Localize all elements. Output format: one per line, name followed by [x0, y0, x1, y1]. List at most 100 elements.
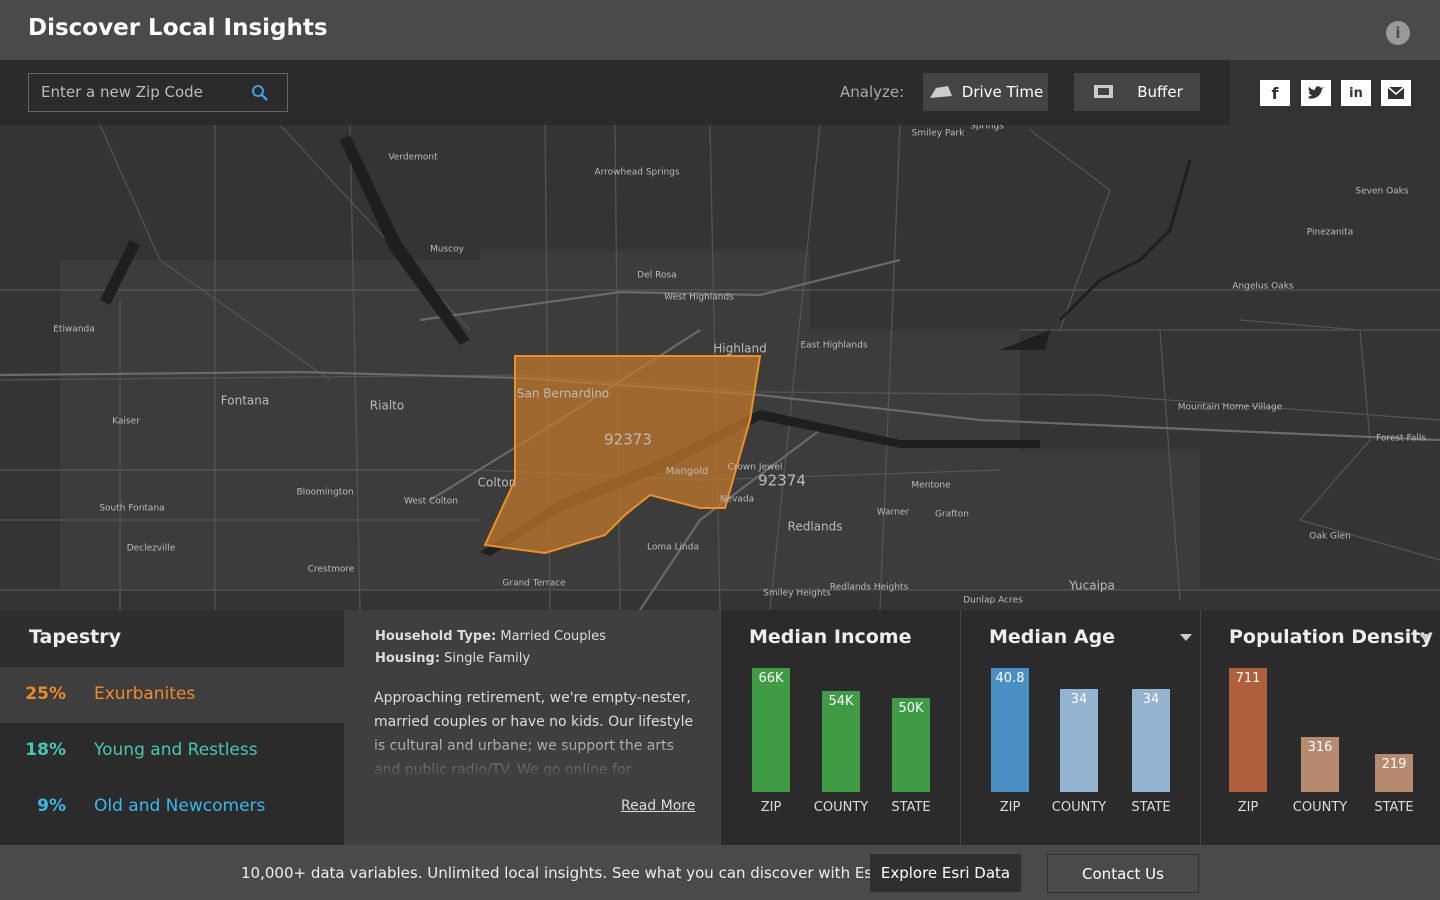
drive-time-button[interactable]: Drive Time: [923, 73, 1048, 111]
linkedin-share[interactable]: in: [1341, 80, 1371, 106]
contact-button[interactable]: Contact Us: [1047, 854, 1199, 893]
place-label: Kaiser: [112, 417, 140, 427]
segment-name: Exurbanites: [94, 684, 196, 704]
category-label: COUNTY: [1292, 800, 1348, 815]
place-label: Declezville: [127, 544, 176, 554]
bar: [991, 668, 1029, 792]
chart-panel: Median Age 40.8 ZIP 34 COUNTY 34 STATE: [960, 610, 1200, 845]
place-label: Loma Linda: [647, 543, 699, 553]
profile-panel: Household Type: Married Couples Housing:…: [344, 610, 720, 845]
place-label: Seven Oaks: [1355, 187, 1408, 197]
category-label: ZIP: [999, 800, 1021, 815]
map[interactable]: Verdemont Arrowhead Springs Muscoy Del Rosa…: [0, 125, 1440, 610]
place-label: Muscoy: [430, 245, 465, 255]
place-label: Etiwanda: [53, 325, 95, 335]
tapestry-row[interactable]: 9% Old and Newcomers: [0, 779, 344, 835]
place-label: Yucaipa: [1068, 579, 1115, 593]
bar: [1229, 668, 1267, 792]
chart-title: Median Age: [989, 626, 1116, 648]
explore-button[interactable]: Explore Esri Data: [870, 854, 1021, 892]
fact-label: Housing:: [375, 651, 441, 666]
tapestry-title: Tapestry: [29, 626, 121, 648]
twitter-share[interactable]: [1301, 80, 1331, 106]
profile-facts: Household Type: Married Couples Housing:…: [375, 626, 606, 670]
place-label: Rialto: [370, 399, 404, 413]
value-label: 66K: [758, 671, 784, 686]
place-label: 92374: [758, 472, 806, 490]
info-button[interactable]: i: [1386, 21, 1410, 45]
search-placeholder: Enter a new Zip Code: [41, 83, 203, 101]
twitter-icon: [1308, 86, 1324, 99]
chart-title: Median Income: [749, 626, 912, 648]
place-label: Bloomington: [296, 488, 353, 498]
roads: [0, 125, 1440, 610]
place-label: Smiley Park: [912, 129, 965, 139]
place-label: Redlands Heights: [830, 583, 909, 593]
value-label: 40.8: [995, 671, 1025, 686]
chart-panel: Population Density 711 ZIP 316 COUNTY 219 STAT…: [1200, 610, 1440, 845]
fact-value: Single Family: [444, 651, 531, 666]
bar: [1375, 753, 1413, 792]
place-label: Colton: [478, 476, 517, 490]
segment-share: 25%: [25, 684, 66, 704]
category-label: STATE: [1374, 800, 1414, 815]
place-label: Del Rosa: [637, 271, 676, 281]
place-labels: Verdemont Arrowhead Springs Muscoy Del Rosa…: [53, 125, 1426, 606]
zip-boundary[interactable]: [483, 355, 762, 555]
footer: 10,000+ data variables. Unlimited local …: [0, 845, 1440, 900]
place-label: Highland: [713, 342, 767, 356]
place-label: Arrowhead Springs: [594, 168, 679, 178]
button-label: Buffer: [1137, 83, 1183, 101]
place-label: Pinezanita: [1307, 228, 1353, 238]
value-label: 34: [1070, 691, 1088, 707]
tapestry-header: [0, 610, 344, 667]
place-label: West Colton: [404, 497, 458, 507]
toolbar: Enter a new Zip Code Analyze: Drive Time…: [0, 60, 1230, 125]
place-label: Oak Glen: [1309, 532, 1350, 542]
dropdown-arrow[interactable]: [1419, 634, 1431, 641]
tapestry-row[interactable]: 25% Exurbanites: [0, 667, 344, 723]
bar: [892, 698, 930, 792]
place-label: Fontana: [221, 394, 269, 408]
place-label: South Fontana: [99, 504, 164, 514]
segment-share: 9%: [37, 796, 66, 816]
dropdown-arrow[interactable]: [1180, 634, 1192, 641]
analyze-label: Analyze:: [840, 83, 905, 101]
read-more-link[interactable]: Read More: [621, 798, 696, 814]
category-label: ZIP: [760, 800, 782, 815]
place-label: Smiley Heights: [763, 589, 831, 599]
segment-share: 18%: [25, 740, 66, 760]
email-share[interactable]: [1381, 80, 1411, 106]
tapestry-row[interactable]: 18% Young and Restless: [0, 723, 344, 779]
bar: [1060, 688, 1098, 792]
zip-search[interactable]: Enter a new Zip Code: [28, 73, 288, 112]
value-label: 34: [1142, 691, 1160, 707]
place-label: Mangold: [666, 466, 709, 477]
header: Discover Local Insights i: [0, 0, 1440, 60]
fact-label: Household Type:: [375, 629, 497, 644]
bar: [822, 690, 860, 792]
buffer-icon: [1094, 85, 1114, 98]
place-label: Dunlap Acres: [963, 596, 1023, 606]
bar: [752, 668, 790, 792]
place-label: Grand Terrace: [502, 579, 566, 589]
value-label: 711: [1235, 671, 1261, 686]
category-label: STATE: [891, 800, 931, 815]
value-label: 54K: [828, 693, 854, 709]
place-label: Mentone: [911, 481, 951, 491]
segment-name: Old and Newcomers: [94, 796, 266, 816]
facebook-share[interactable]: f: [1260, 80, 1290, 106]
search-icon: [252, 85, 268, 101]
segment-name: Young and Restless: [94, 740, 258, 760]
water-features: [100, 135, 1050, 556]
category-label: COUNTY: [1051, 800, 1107, 815]
place-label: Springs: [970, 125, 1004, 132]
place-label: Crestmore: [308, 565, 355, 575]
value-label: 316: [1307, 739, 1333, 755]
text-fade: [344, 730, 720, 780]
share-bar: f in: [1230, 60, 1440, 125]
river: [1058, 159, 1192, 322]
place-label: East Highlands: [800, 341, 867, 351]
value-label: 219: [1381, 756, 1407, 772]
buffer-button[interactable]: Buffer: [1074, 73, 1200, 111]
